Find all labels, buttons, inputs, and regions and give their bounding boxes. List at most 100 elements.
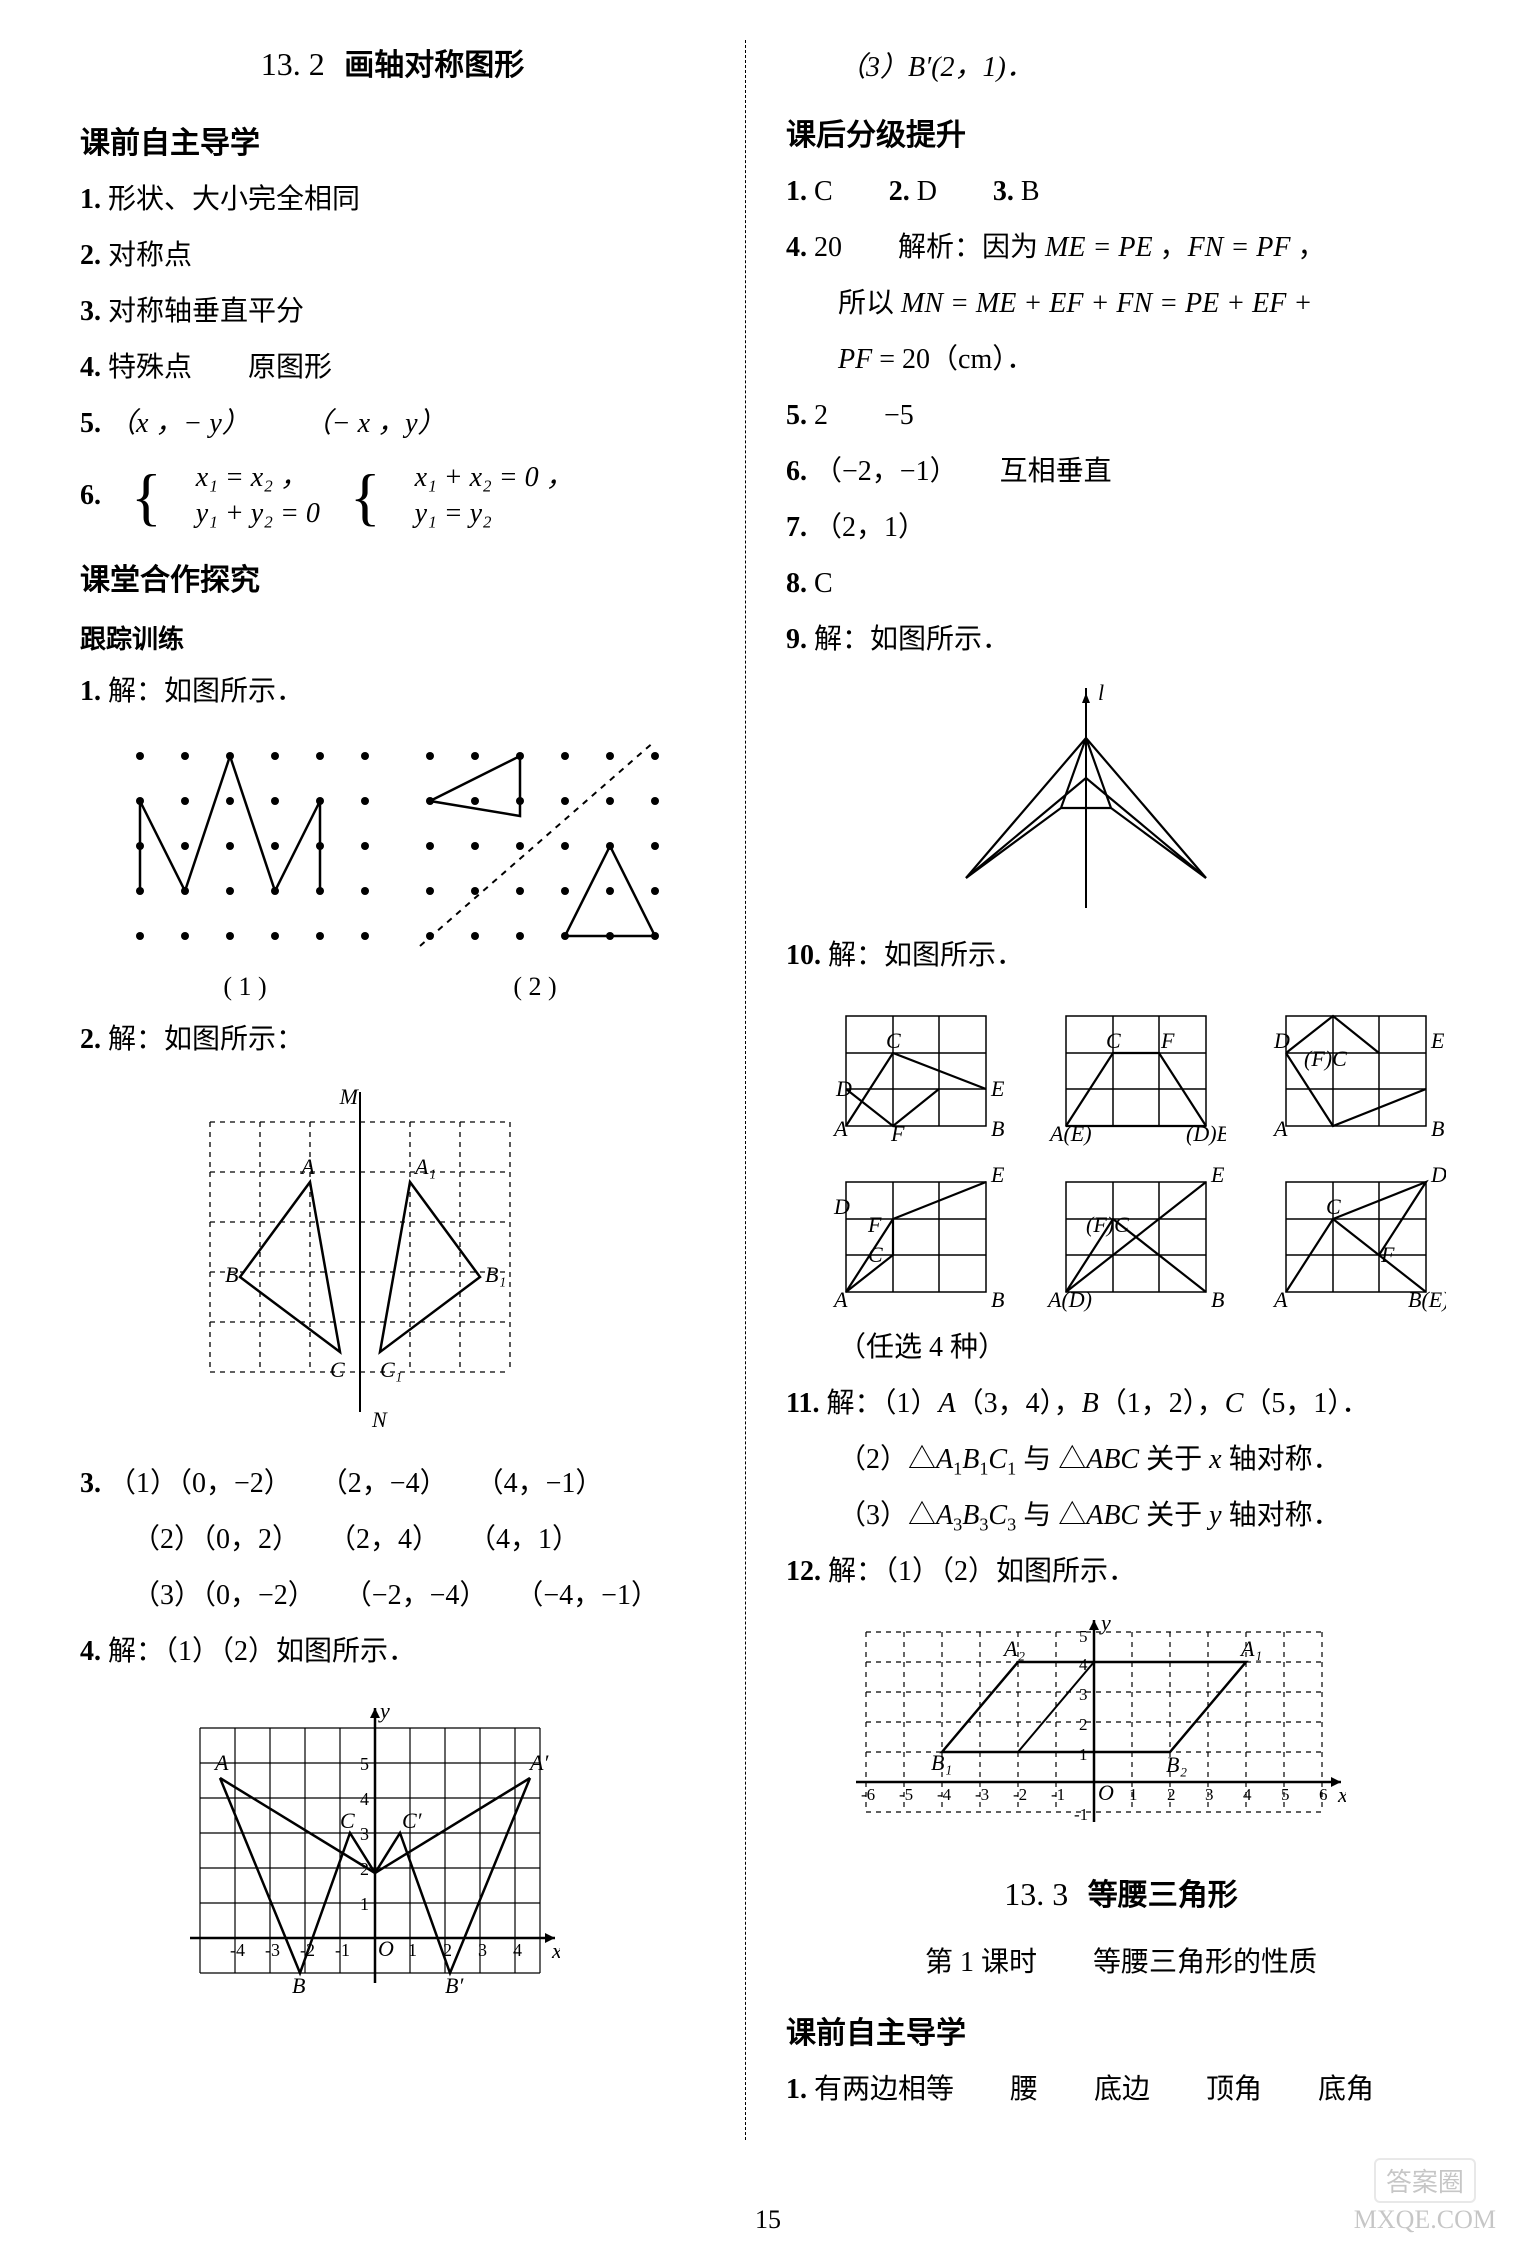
coord-grid-12: yx B₁A₂A₁B₂ O -6-5-4-3-2-1 123456 54321-… [846, 1612, 1346, 1842]
svg-text:3: 3 [478, 1940, 487, 1960]
q4: 4. 解：（1）（2）如图所示． [80, 1624, 705, 1680]
brace2a: x₁ + x₂ = 0 ， [415, 460, 574, 496]
item-6-num: 6. [80, 480, 101, 512]
svg-text:(F)C: (F)C [1086, 1212, 1129, 1237]
bowtie-figure: l [926, 678, 1246, 918]
svg-text:2: 2 [443, 1940, 452, 1960]
sec2-num: 13. 3 [1004, 1876, 1068, 1912]
svg-text:6: 6 [1319, 1785, 1328, 1804]
svg-text:A: A [299, 1154, 315, 1179]
svg-text:C: C [868, 1242, 883, 1267]
svg-text:5: 5 [1079, 1627, 1088, 1646]
svg-text:E: E [1210, 1162, 1225, 1187]
svg-text:-3: -3 [975, 1785, 989, 1804]
svg-text:A₁: A₁ [1239, 1636, 1262, 1661]
svg-text:D: D [833, 1194, 850, 1219]
svg-text:B₁: B₁ [931, 1750, 952, 1775]
svg-text:M: M [339, 1084, 360, 1109]
svg-text:l: l [1098, 680, 1104, 705]
svg-text:A₁: A₁ [413, 1154, 436, 1179]
item-4-text: 特殊点 原图形 [108, 352, 332, 383]
svg-text:y: y [1099, 1612, 1111, 1635]
item-3: 3. 对称轴垂直平分 [80, 284, 705, 340]
svg-text:1: 1 [360, 1894, 369, 1914]
watermark: 答案圈 MXQE.COM [1354, 2158, 1496, 2235]
svg-text:E: E [990, 1076, 1005, 1101]
section-title: 13. 2 画轴对称图形 [80, 40, 705, 84]
brace-icon: { [131, 468, 162, 526]
item-2: 2. 对称点 [80, 228, 705, 284]
r-q11-3: （3）△A3B3C3 与 △ABC 关于 y 轴对称． [838, 1488, 1456, 1544]
r-row1: 1. C 2. D 3. B [786, 164, 1456, 220]
heading-classwork: 课堂合作探究 [80, 555, 705, 599]
figure-10-grid: DCEAFB CFA(E)(D)B D(F)CEAB DFCEAB [826, 996, 1456, 1312]
figure-12: yx B₁A₂A₁B₂ O -6-5-4-3-2-1 123456 54321-… [846, 1612, 1456, 1842]
svg-text:N: N [371, 1407, 388, 1432]
r-line-3: （3）B′(2，1)． [838, 40, 1456, 96]
svg-text:C: C [1106, 1028, 1121, 1053]
svg-text:y: y [378, 1698, 390, 1723]
item-1: 1. 形状、大小完全相同 [80, 172, 705, 228]
r-q11-2: （2）△A1B1C1 与 △ABC 关于 x 轴对称． [838, 1432, 1456, 1488]
item-1-text: 形状、大小完全相同 [108, 184, 360, 215]
svg-text:-4: -4 [937, 1785, 952, 1804]
heading-afterclass: 课后分级提升 [786, 110, 1456, 154]
svg-text:B₂: B₂ [1166, 1752, 1187, 1777]
q3-1: （1）（0，−2） （2，−4） （4，−1） [108, 1468, 603, 1499]
section-title-text: 画轴对称图形 [344, 49, 524, 82]
svg-text:A(E): A(E) [1048, 1121, 1092, 1146]
page-number: 15 [755, 2205, 781, 2235]
item-5: 5. （x ，− y） （− x ，y） [80, 396, 705, 452]
r-q7: 7. （2，1） [786, 500, 1456, 556]
svg-text:C₁: C₁ [380, 1357, 402, 1382]
q3: 3. （1）（0，−2） （2，−4） （4，−1） [80, 1456, 705, 1512]
figure-4: y x A A′ B B′ C C′ O -4-3-2-1 1234 54321 [180, 1698, 705, 2028]
mini-grid-2: CFA(E)(D)B [1046, 996, 1226, 1146]
svg-text:O: O [1098, 1780, 1114, 1805]
right-column: （3）B′(2，1)． 课后分级提升 1. C 2. D 3. B 4. 20 … [786, 40, 1456, 2160]
dashed-grid-figure: M N A A₁ B B₁ C C₁ [180, 1082, 540, 1442]
svg-text:O: O [378, 1936, 394, 1961]
figure-1-2: ( 2 ) [410, 736, 660, 1002]
svg-text:2: 2 [360, 1859, 369, 1879]
svg-text:x: x [1337, 1782, 1346, 1807]
svg-text:B: B [991, 1116, 1004, 1141]
heading-prestudy: 课前自主导学 [80, 118, 705, 162]
svg-text:A: A [1272, 1287, 1288, 1312]
figure-1-row: ( 1 ) ( 2 ) [120, 736, 705, 1002]
figure-2: M N A A₁ B B₁ C C₁ [180, 1082, 705, 1442]
q3-3: （3）（0，−2） （−2，−4） （−4，−1） [132, 1568, 705, 1624]
subheading-track: 跟踪训练 [80, 619, 705, 656]
dot-grid-1 [120, 736, 370, 966]
svg-text:F: F [1160, 1028, 1175, 1053]
svg-text:2: 2 [1167, 1785, 1176, 1804]
svg-text:-1: -1 [335, 1940, 350, 1960]
svg-text:B: B [225, 1262, 238, 1287]
svg-text:-2: -2 [1013, 1785, 1027, 1804]
svg-text:C: C [340, 1808, 355, 1833]
item-5a: （x ，− y） [108, 408, 250, 439]
svg-text:F: F [1380, 1242, 1395, 1267]
svg-text:B: B [292, 1973, 305, 1998]
svg-text:F: F [890, 1121, 905, 1146]
svg-text:D: D [1430, 1162, 1446, 1187]
svg-text:-5: -5 [899, 1785, 913, 1804]
left-column: 13. 2 画轴对称图形 课前自主导学 1. 形状、大小完全相同 2. 对称点 … [80, 40, 705, 2160]
svg-text:A: A [1272, 1116, 1288, 1141]
svg-text:B(E): B(E) [1408, 1287, 1446, 1312]
item-5b: （− x ，y） [304, 408, 446, 439]
svg-text:B: B [1211, 1287, 1224, 1312]
figure-9: l [926, 678, 1456, 918]
svg-text:4: 4 [513, 1940, 522, 1960]
r-q6: 6. （−2，−1） 互相垂直 [786, 444, 1456, 500]
wm-1: 答案圈 [1374, 2158, 1476, 2203]
svg-text:4: 4 [1243, 1785, 1252, 1804]
mini-grid-6: CDFAB(E) [1266, 1162, 1446, 1312]
item-6: 6. { x₁ = x₂ ， y₁ + y₂ = 0 { x₁ + x₂ = 0… [80, 460, 705, 533]
figure-1-1: ( 1 ) [120, 736, 370, 1002]
r-q5: 5. 2 −5 [786, 388, 1456, 444]
item-4: 4. 特殊点 原图形 [80, 340, 705, 396]
svg-text:5: 5 [1281, 1785, 1290, 1804]
mini-grid-5: (F)CEA(D)B [1046, 1162, 1226, 1312]
r-q10: 10. 解：如图所示． [786, 928, 1456, 984]
